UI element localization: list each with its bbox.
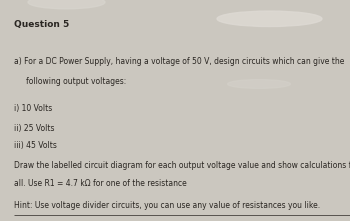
Text: Draw the labelled circuit diagram for each output voltage value and show calcula: Draw the labelled circuit diagram for ea… bbox=[14, 161, 350, 170]
Text: a) For a DC Power Supply, having a voltage of 50 V, design circuits which can gi: a) For a DC Power Supply, having a volta… bbox=[14, 57, 344, 67]
Text: iii) 45 Volts: iii) 45 Volts bbox=[14, 141, 57, 151]
Text: ii) 25 Volts: ii) 25 Volts bbox=[14, 124, 55, 133]
Ellipse shape bbox=[28, 0, 105, 9]
Ellipse shape bbox=[217, 11, 322, 27]
Ellipse shape bbox=[228, 80, 290, 88]
Text: Question 5: Question 5 bbox=[14, 20, 69, 29]
Text: all. Use R1 = 4.7 kΩ for one of the resistance: all. Use R1 = 4.7 kΩ for one of the resi… bbox=[14, 179, 187, 188]
Text: following output voltages:: following output voltages: bbox=[26, 77, 126, 86]
Text: Hint: Use voltage divider circuits, you can use any value of resistances you lik: Hint: Use voltage divider circuits, you … bbox=[14, 201, 320, 210]
Text: i) 10 Volts: i) 10 Volts bbox=[14, 104, 52, 113]
